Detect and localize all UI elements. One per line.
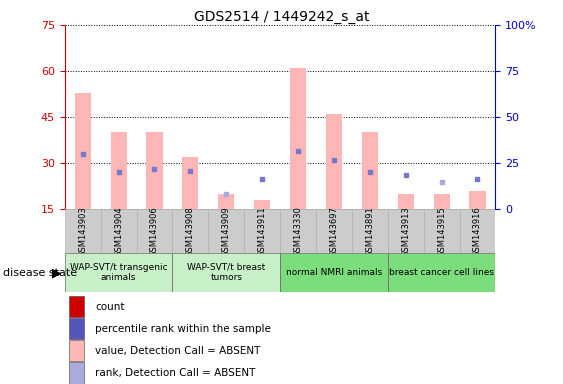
Bar: [69, 362, 84, 384]
Text: GDS2514 / 1449242_s_at: GDS2514 / 1449242_s_at: [194, 10, 369, 23]
Bar: [326, 114, 342, 209]
Text: GSM143915: GSM143915: [437, 206, 446, 257]
Bar: [244, 209, 280, 253]
Text: GSM143909: GSM143909: [222, 206, 231, 257]
Bar: [101, 209, 137, 253]
Text: GSM143916: GSM143916: [473, 206, 482, 257]
Bar: [424, 209, 459, 253]
Text: value, Detection Call = ABSENT: value, Detection Call = ABSENT: [95, 346, 260, 356]
Text: breast cancer cell lines: breast cancer cell lines: [389, 268, 494, 277]
Bar: [280, 209, 316, 253]
Bar: [316, 209, 352, 253]
Text: GSM143697: GSM143697: [329, 206, 338, 257]
Text: GSM143904: GSM143904: [114, 206, 123, 257]
Text: GSM143906: GSM143906: [150, 206, 159, 257]
Text: normal NMRI animals: normal NMRI animals: [286, 268, 382, 277]
Bar: [254, 200, 270, 209]
Bar: [388, 253, 495, 292]
Bar: [362, 132, 378, 209]
Bar: [75, 93, 91, 209]
Bar: [65, 253, 172, 292]
Text: disease state: disease state: [3, 268, 77, 278]
Text: GSM143891: GSM143891: [365, 206, 374, 257]
Bar: [172, 209, 208, 253]
Bar: [218, 194, 234, 209]
Text: GSM143913: GSM143913: [401, 206, 410, 257]
Text: count: count: [95, 302, 124, 312]
Bar: [137, 209, 172, 253]
Text: GSM143908: GSM143908: [186, 206, 195, 257]
Text: WAP-SVT/t transgenic
animals: WAP-SVT/t transgenic animals: [70, 263, 167, 282]
Text: percentile rank within the sample: percentile rank within the sample: [95, 324, 271, 334]
Bar: [470, 191, 485, 209]
Bar: [352, 209, 388, 253]
Bar: [146, 132, 163, 209]
Text: GSM143903: GSM143903: [78, 206, 87, 257]
Text: GSM143330: GSM143330: [293, 206, 302, 257]
Bar: [280, 253, 388, 292]
Bar: [397, 194, 414, 209]
Bar: [290, 68, 306, 209]
Bar: [459, 209, 495, 253]
Text: ▶: ▶: [52, 266, 62, 279]
Bar: [388, 209, 424, 253]
Bar: [434, 194, 450, 209]
Bar: [110, 132, 127, 209]
Bar: [182, 157, 198, 209]
Bar: [65, 209, 101, 253]
Bar: [208, 209, 244, 253]
Text: WAP-SVT/t breast
tumors: WAP-SVT/t breast tumors: [187, 263, 265, 282]
Bar: [172, 253, 280, 292]
Text: rank, Detection Call = ABSENT: rank, Detection Call = ABSENT: [95, 368, 255, 378]
Bar: [69, 296, 84, 317]
Bar: [69, 318, 84, 339]
Text: GSM143911: GSM143911: [258, 206, 267, 257]
Bar: [69, 340, 84, 361]
